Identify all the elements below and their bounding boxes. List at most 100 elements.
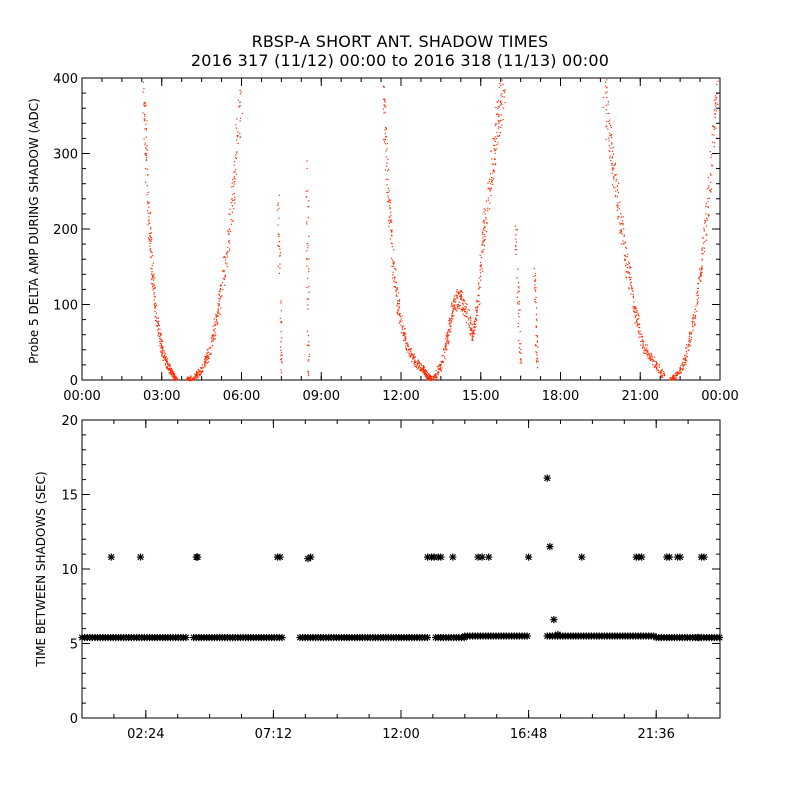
- amp-point: [205, 357, 208, 359]
- amp-point: [173, 371, 175, 373]
- amp-point: [397, 302, 399, 304]
- amp-point: [627, 253, 629, 255]
- amp-point: [439, 365, 441, 367]
- amp-point: [500, 114, 502, 116]
- amp-point: [663, 371, 665, 373]
- amp-point: [145, 155, 148, 157]
- amp-point: [219, 285, 221, 287]
- amp-point: [500, 119, 502, 122]
- amp-point: [147, 149, 149, 151]
- amp-point: [144, 105, 146, 107]
- amp-point: [466, 303, 468, 305]
- amp-point: [434, 375, 437, 377]
- amp-point: [233, 171, 235, 173]
- amp-point: [427, 378, 429, 380]
- amp-point: [398, 307, 400, 309]
- amp-point: [702, 237, 704, 239]
- amp-point: [535, 287, 537, 289]
- amp-point: [498, 122, 500, 124]
- amp-point: [279, 241, 281, 243]
- amp-point: [621, 233, 623, 235]
- amp-point: [437, 368, 439, 370]
- amp-point: [520, 352, 522, 354]
- amp-point: [619, 230, 621, 232]
- amp-point: [199, 370, 201, 372]
- amp-point: [280, 341, 282, 343]
- amp-point: [609, 151, 611, 153]
- amp-point: [162, 355, 164, 357]
- gap-point: [182, 633, 190, 642]
- amp-point: [641, 340, 643, 342]
- amp-point: [443, 349, 445, 351]
- amp-point: [476, 299, 478, 301]
- amp-point: [459, 305, 461, 307]
- amp-point: [448, 329, 450, 331]
- amp-point: [393, 261, 395, 263]
- amp-point: [280, 369, 282, 371]
- amp-point: [155, 303, 157, 305]
- amp-point: [476, 310, 478, 312]
- amp-point: [424, 373, 427, 376]
- amp-point: [613, 178, 615, 180]
- amp-point: [281, 354, 283, 356]
- amp-point: [199, 375, 201, 377]
- amp-point: [633, 301, 635, 303]
- amp-point: [403, 325, 405, 327]
- amp-point: [636, 319, 638, 321]
- amp-point: [503, 90, 505, 92]
- amp-point: [615, 180, 617, 182]
- amp-point: [390, 201, 392, 204]
- amp-point: [707, 187, 710, 189]
- amp-point: [496, 135, 499, 137]
- amp-point: [422, 369, 424, 371]
- amp-point: [689, 332, 691, 334]
- amp-point: [519, 351, 521, 354]
- amp-point: [453, 314, 455, 317]
- amp-point: [519, 362, 521, 364]
- amp-point: [646, 349, 648, 351]
- amp-point: [485, 216, 487, 218]
- amp-point: [280, 300, 282, 302]
- amp-point: [632, 305, 634, 308]
- amp-point: [517, 313, 519, 315]
- amp-point: [696, 303, 698, 305]
- amp-point: [394, 286, 396, 288]
- amp-point: [204, 361, 206, 363]
- amp-point: [404, 337, 406, 339]
- amp-point: [448, 317, 450, 319]
- amp-point: [488, 208, 491, 210]
- amp-point: [203, 367, 205, 369]
- amp-point: [417, 362, 419, 364]
- amp-point: [157, 332, 159, 334]
- amp-point: [436, 378, 438, 380]
- amp-point: [432, 378, 434, 381]
- amp-point: [169, 364, 171, 366]
- amp-x-tick-label: 15:00: [462, 389, 499, 404]
- amp-point: [701, 248, 703, 250]
- amp-point: [689, 340, 691, 342]
- amp-point: [396, 287, 398, 289]
- amp-point: [467, 323, 469, 325]
- amp-point: [535, 278, 537, 280]
- amp-point: [143, 102, 145, 104]
- amp-point: [715, 102, 717, 104]
- amp-point: [675, 374, 677, 376]
- amp-point: [169, 373, 171, 375]
- amp-point: [278, 245, 280, 247]
- amp-point: [711, 141, 714, 143]
- amp-point: [501, 79, 503, 81]
- amp-point: [219, 288, 222, 290]
- amp-point: [197, 372, 199, 374]
- amp-point: [452, 304, 454, 306]
- amp-point: [611, 168, 613, 170]
- amp-point: [308, 375, 310, 377]
- amp-point: [472, 334, 474, 336]
- amp-point: [470, 332, 472, 335]
- amp-point: [606, 79, 608, 81]
- amp-point: [212, 329, 214, 331]
- amp-point: [423, 365, 425, 367]
- amp-point: [226, 252, 228, 254]
- amp-point: [143, 104, 145, 106]
- amp-point: [307, 190, 309, 192]
